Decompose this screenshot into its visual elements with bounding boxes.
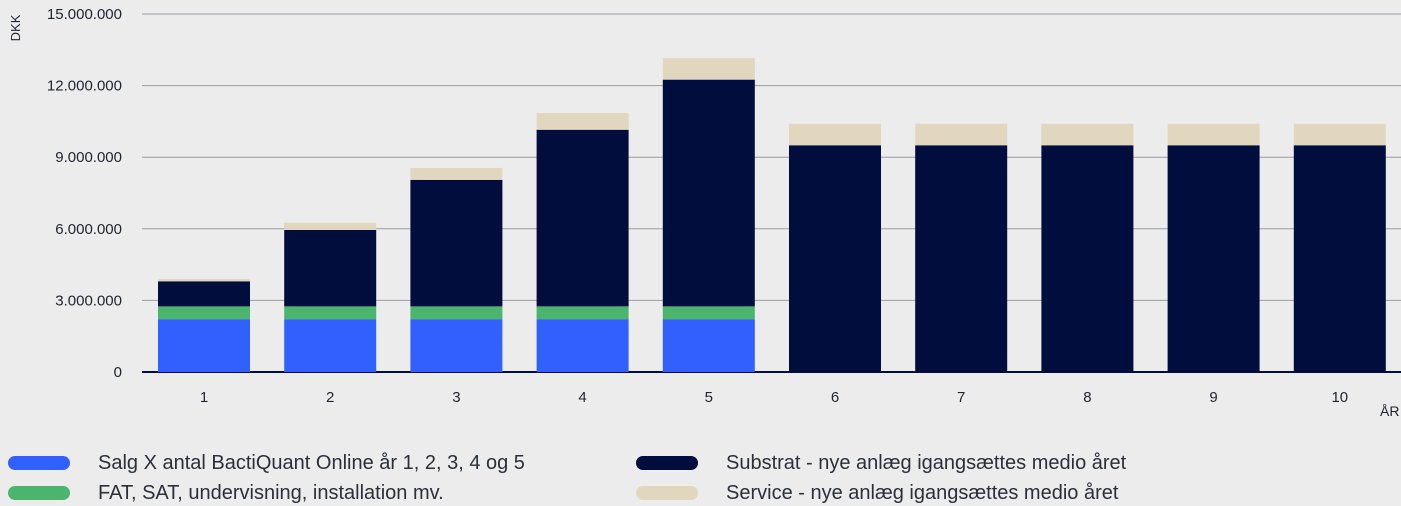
legend-swatch-salg (8, 456, 70, 470)
legend-item-salg: Salg X antal BactiQuant Online år 1, 2, … (8, 450, 525, 476)
y-tick-labels: 0 3.000.000 6.000.000 9.000.000 12.000.000 15… (47, 6, 122, 381)
bar-segment-3-year-7 (915, 145, 1008, 372)
legend-item-fat: FAT, SAT, undervisning, installation mv. (8, 480, 444, 506)
x-tick-label: 2 (326, 389, 334, 406)
bar-segment-3-year-3 (410, 179, 503, 307)
bar-segment-1-year-3 (410, 319, 503, 372)
bar-segment-3-year-9 (1167, 145, 1260, 372)
legend: Salg X antal BactiQuant Online år 1, 2, … (0, 448, 1401, 506)
x-tick-label: 10 (1331, 389, 1348, 406)
bar-segment-3-year-10 (1293, 145, 1386, 372)
legend-swatch-substrat (636, 456, 698, 470)
legend-item-service: Service - nye anlæg igangsættes medio år… (636, 480, 1118, 506)
legend-swatch-service (636, 486, 698, 500)
y-tick-label: 15.000.000 (47, 6, 122, 23)
bar-segment-3-year-1 (158, 281, 250, 307)
x-tick-label: 3 (452, 389, 460, 406)
bar-segment-2-year-2 (284, 306, 377, 320)
y-axis-label: DKK (8, 14, 23, 41)
x-tick-labels: 1 2 3 4 5 6 7 8 9 10 (200, 389, 1348, 406)
bar-segment-3-year-2 (284, 229, 377, 307)
bar-segment-4-year-1 (158, 278, 250, 282)
x-tick-label: 6 (831, 389, 839, 406)
legend-label-service: Service - nye anlæg igangsættes medio år… (726, 481, 1119, 504)
bar-segment-4-year-7 (915, 123, 1008, 146)
bar-segment-3-year-4 (536, 129, 629, 307)
legend-label-salg: Salg X antal BactiQuant Online år 1, 2, … (98, 451, 525, 474)
bar-segment-1-year-2 (284, 319, 377, 372)
bar-segment-2-year-3 (410, 306, 503, 320)
y-tick-label: 3.000.000 (55, 292, 122, 309)
x-axis-label: ÅR (1380, 403, 1399, 419)
x-tick-label: 1 (200, 389, 208, 406)
x-tick-label: 8 (1083, 389, 1091, 406)
bar-segment-4-year-6 (789, 123, 881, 146)
bar-segment-4-year-5 (662, 58, 755, 80)
bar-segment-2-year-4 (536, 306, 629, 320)
bar-segment-1-year-1 (158, 319, 250, 372)
bar-segment-4-year-3 (410, 167, 503, 180)
bar-segment-4-year-9 (1167, 123, 1260, 146)
bar-segment-1-year-4 (536, 319, 629, 372)
x-tick-label: 9 (1209, 389, 1217, 406)
x-tick-label: 4 (578, 389, 586, 406)
bars (158, 58, 1386, 372)
y-tick-label: 6.000.000 (55, 221, 122, 238)
bar-segment-1-year-5 (662, 319, 755, 372)
x-tick-label: 5 (705, 389, 713, 406)
legend-item-substrat: Substrat - nye anlæg igangsættes medio å… (636, 450, 1126, 476)
legend-swatch-fat (8, 486, 70, 500)
legend-label-fat: FAT, SAT, undervisning, installation mv. (98, 481, 444, 504)
bar-segment-4-year-4 (536, 113, 629, 130)
bar-segment-4-year-10 (1293, 123, 1386, 146)
bar-segment-4-year-2 (284, 222, 377, 230)
y-tick-label: 0 (114, 364, 122, 381)
x-tick-label: 7 (957, 389, 965, 406)
bar-segment-2-year-1 (158, 306, 250, 320)
bar-segment-4-year-8 (1041, 123, 1134, 146)
bar-segment-3-year-6 (789, 145, 881, 372)
bar-segment-2-year-5 (662, 306, 755, 320)
legend-label-substrat: Substrat - nye anlæg igangsættes medio å… (726, 451, 1127, 474)
bar-segment-3-year-8 (1041, 145, 1134, 372)
y-tick-label: 12.000.000 (47, 78, 122, 95)
stacked-bar-chart: 03.000.0006.000.0009.000.00012.000.00015… (8, 6, 1401, 419)
y-tick-label: 9.000.000 (55, 149, 122, 166)
bar-segment-3-year-5 (662, 79, 755, 307)
